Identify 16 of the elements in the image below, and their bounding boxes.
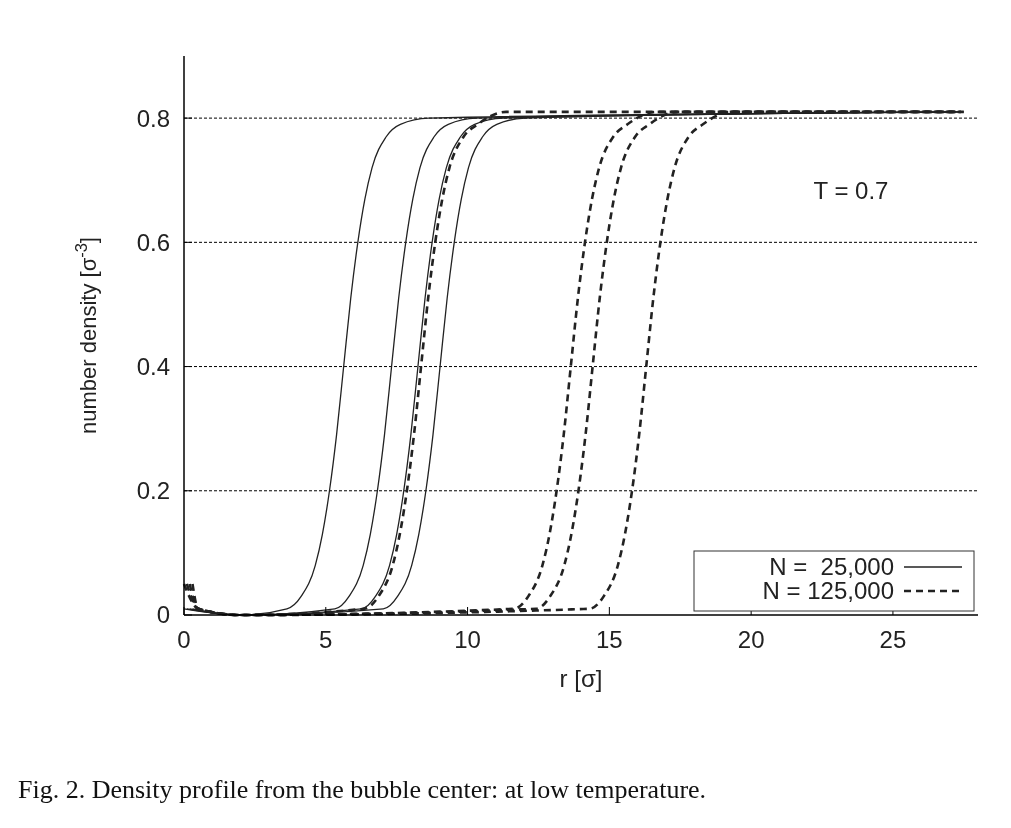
y-tick-label: 0.6 xyxy=(136,228,170,256)
x-axis-title: r [σ] xyxy=(559,665,603,692)
annotation: T = 0.7 xyxy=(813,176,889,204)
caption: Fig. 2. Density profile from the bubble center: at low temperature. xyxy=(18,775,707,804)
legend-label: N = 125,000 xyxy=(762,577,894,604)
x-tick-label: 25 xyxy=(879,626,907,653)
x-tick-label: 20 xyxy=(737,626,765,653)
y-tick-label: 0.8 xyxy=(136,104,170,132)
x-tick-label: 5 xyxy=(319,626,333,653)
x-tick-label: 0 xyxy=(177,626,191,653)
legend-label: N = 25,000 xyxy=(769,553,894,580)
x-tick-label: 10 xyxy=(454,626,481,653)
y-tick-label: 0.2 xyxy=(136,477,170,505)
y-tick-label: 0.4 xyxy=(136,352,170,380)
x-tick-label: 15 xyxy=(596,626,623,653)
y-tick-label: 0 xyxy=(156,601,170,629)
